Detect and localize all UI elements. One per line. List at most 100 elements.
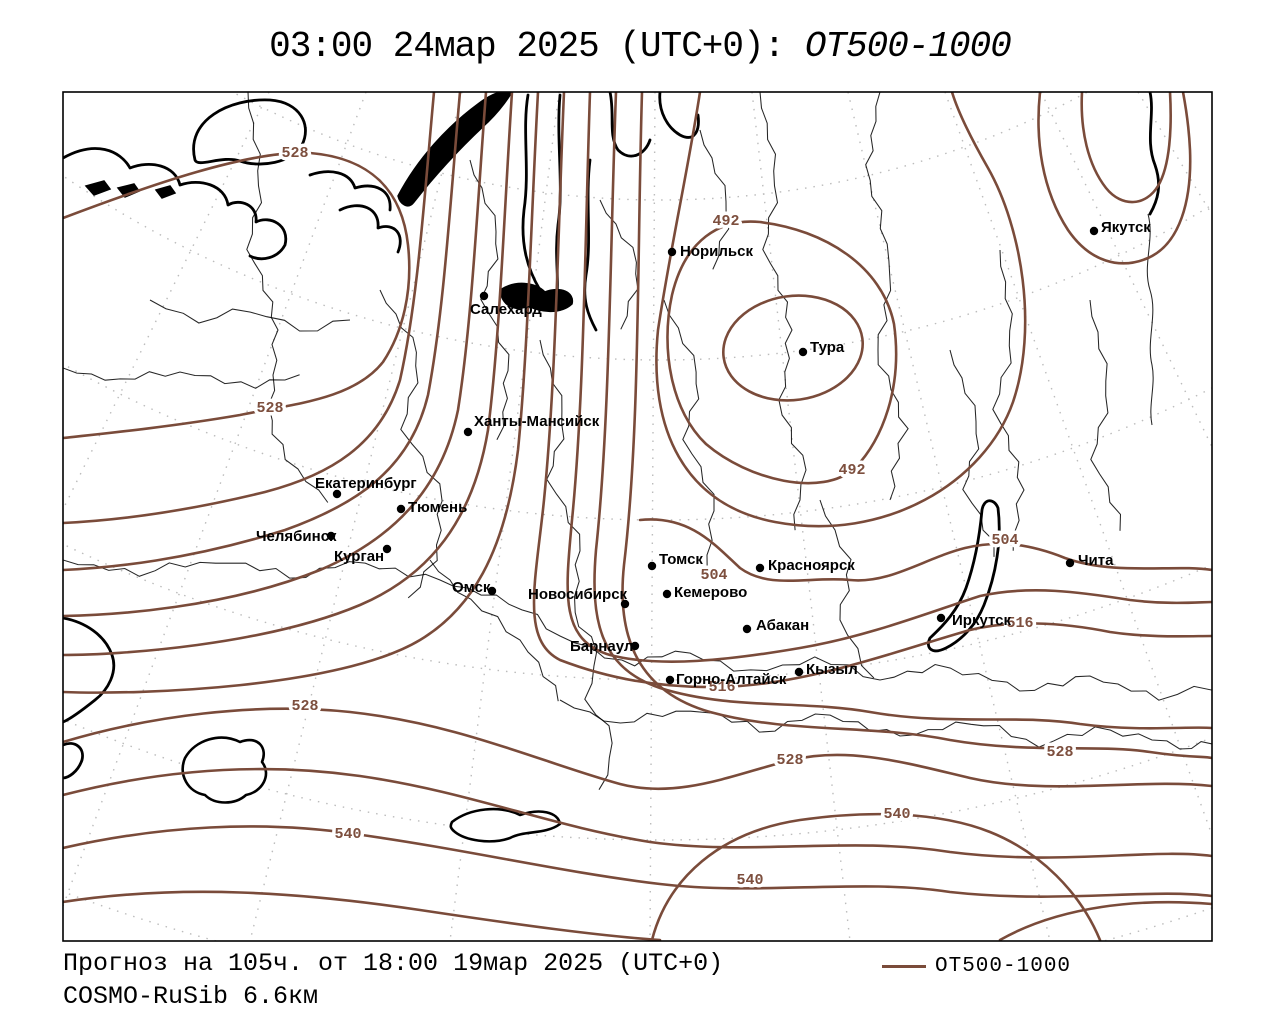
coastline-caspian [63, 616, 116, 780]
contour-value-label: 540 [883, 806, 910, 823]
city-dot [667, 247, 677, 257]
region-border [539, 339, 613, 790]
region-border [469, 159, 510, 441]
contour-516-band [532, 92, 1212, 689]
contour-510-west [63, 92, 488, 618]
model-name-text: COSMO-RuSib 6.6км [63, 982, 319, 1011]
title-datetime: 03:00 24мар 2025 (UTC+0): [269, 26, 805, 67]
region-border [699, 129, 730, 270]
contour-value-label: 492 [838, 462, 865, 479]
coastline-white-sea [63, 147, 288, 261]
city-label: Томск [659, 551, 703, 568]
city-label: Горно-Алтайск [676, 671, 787, 688]
city-label: Новосибирск [528, 586, 628, 603]
contour-492-loop [666, 220, 898, 485]
region-border [63, 559, 1212, 701]
contour-value-label: 492 [712, 213, 739, 230]
city-label: Красноярск [768, 557, 855, 574]
city-dot [479, 291, 489, 301]
legend-line-sample [882, 965, 926, 968]
contour-value-label: 540 [736, 872, 763, 889]
contour-528-south [63, 707, 1212, 791]
contour-value-label: 504 [700, 567, 727, 584]
parallel-line [63, 363, 1212, 521]
contour-504-east [638, 518, 1212, 583]
contour-504-west [63, 92, 514, 657]
city-dot [936, 613, 946, 623]
contour-value-label: 540 [334, 826, 361, 843]
meridian-line [649, 92, 656, 941]
region-border [992, 249, 1025, 551]
city-label: Иркутск [952, 612, 1011, 629]
contour-522-band [593, 92, 1212, 730]
city-dot [665, 675, 675, 685]
meridian-line [249, 92, 463, 941]
city-label: Челябинск [256, 528, 337, 545]
city-dot [620, 599, 630, 609]
contour-540-south [63, 825, 1212, 898]
region-border [149, 299, 351, 332]
region-border [559, 699, 1212, 750]
meridian-line [847, 92, 1051, 941]
region-border [599, 199, 639, 330]
region-border [949, 349, 995, 557]
city-dot [662, 589, 672, 599]
coastline-layer [63, 92, 1161, 843]
map-frame [62, 91, 1213, 942]
city-label: Тюмень [408, 499, 467, 516]
city-dot [487, 586, 497, 596]
city-dot [1089, 226, 1099, 236]
city-dot [326, 531, 336, 541]
meridian-line [1137, 92, 1212, 217]
city-dot [794, 667, 804, 677]
city-dot [755, 563, 765, 573]
city-label: Норильск [680, 243, 753, 260]
region-border [663, 299, 715, 571]
region-border [1089, 299, 1122, 531]
contour-516-west [63, 92, 462, 572]
contour-498-west [63, 92, 540, 694]
contour-534-south [63, 767, 1212, 859]
contour-ne-inner [1080, 92, 1172, 204]
city-label: Ханты-Мансийск [474, 413, 600, 430]
city-dot [396, 504, 406, 514]
contour-value-label: 528 [256, 400, 283, 417]
city-dot [742, 624, 752, 634]
graticule-grid [63, 92, 1212, 941]
city-label: Чита [1078, 552, 1114, 569]
region-border [819, 499, 875, 679]
cities-layer: Якутск Норильск Салехард Тура Ханты-Мансийск… [256, 219, 1151, 688]
city-dot [382, 544, 392, 554]
legend: OT500-1000 [882, 955, 1071, 978]
city-label: Екатеринбург [315, 475, 417, 492]
city-dot [798, 347, 808, 357]
contour-522 [63, 92, 436, 525]
city-dot [463, 427, 473, 437]
contour-510-band [566, 92, 1212, 663]
region-border [865, 92, 909, 501]
contour-486-oval [722, 294, 864, 402]
river-lena [1146, 213, 1154, 426]
contour-value-label: 528 [1046, 744, 1073, 761]
region-border [429, 559, 559, 702]
coastline-salekhard-delta [499, 282, 574, 313]
city-dot [630, 641, 640, 651]
city-label: Кызыл [806, 661, 858, 678]
island-icon [84, 180, 112, 196]
contour-546-south [63, 890, 662, 941]
meridian-line [751, 92, 851, 941]
coastline-pechora [308, 170, 402, 254]
city-label: Тура [810, 339, 845, 356]
contour-528-band [621, 92, 1212, 760]
region-border [63, 367, 300, 389]
legend-label: OT500-1000 [935, 955, 1072, 978]
parallel-line [63, 542, 1212, 681]
contour-layer [63, 92, 1212, 941]
coastline-gydan [608, 92, 700, 158]
contour-labels-layer: 528 492 528 492 504 504 516 516 528 528 528 540 540 5… [253, 142, 1077, 893]
contour-value-label: 528 [291, 698, 318, 715]
contour-value-label: 528 [776, 752, 803, 769]
city-dot [1065, 558, 1075, 568]
coastline-arctic-east [1148, 92, 1161, 216]
